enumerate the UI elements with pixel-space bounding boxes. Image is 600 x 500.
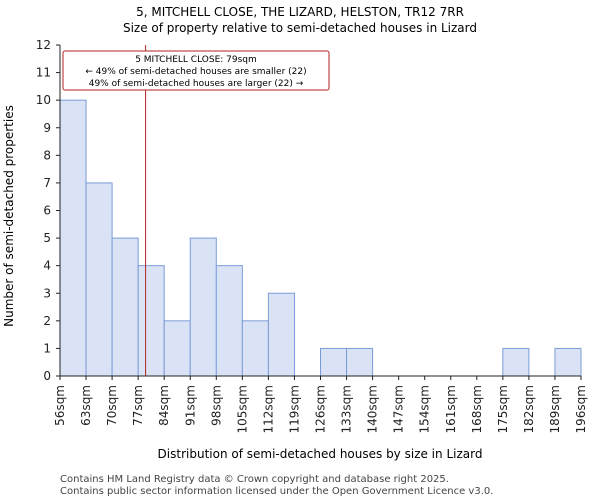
x-tick-label: 98sqm (209, 385, 223, 426)
annotation-line2: ← 49% of semi-detached houses are smalle… (85, 67, 306, 77)
annotation-line1: 5 MITCHELL CLOSE: 79sqm (135, 55, 257, 65)
bar (346, 347, 374, 377)
chart-title-line2: Size of property relative to semi-detach… (123, 21, 477, 35)
y-tick-label: 1 (43, 341, 51, 355)
chart-title-line1: 5, MITCHELL CLOSE, THE LIZARD, HELSTON, … (136, 5, 464, 19)
x-tick-label: 77sqm (131, 385, 145, 426)
x-tick-label: 168sqm (470, 385, 484, 433)
bar (241, 320, 269, 377)
x-tick-label: 84sqm (157, 385, 171, 426)
y-tick-label: 10 (36, 93, 51, 107)
y-tick-label: 12 (36, 38, 51, 52)
x-tick-label: 133sqm (340, 385, 354, 433)
x-tick-label: 175sqm (496, 385, 510, 433)
bar (85, 182, 113, 377)
footer-line1: Contains HM Land Registry data © Crown c… (60, 474, 449, 485)
x-tick-label: 126sqm (314, 385, 328, 433)
y-tick-label: 5 (43, 231, 51, 245)
y-tick-label: 7 (43, 176, 51, 190)
bar (163, 320, 191, 377)
annotation-box: 5 MITCHELL CLOSE: 79sqm ← 49% of semi-de… (62, 50, 330, 91)
bars-group (59, 99, 582, 377)
x-tick-label: 147sqm (392, 385, 406, 433)
y-axis-label: Number of semi-detached properties (2, 105, 16, 327)
x-tick-label: 119sqm (287, 385, 301, 433)
x-tick-label: 182sqm (522, 385, 536, 433)
bar (502, 347, 530, 377)
footer-line2: Contains public sector information licen… (60, 486, 493, 497)
y-tick-label: 2 (43, 314, 51, 328)
bar (59, 99, 87, 377)
annotation-line3: 49% of semi-detached houses are larger (… (89, 79, 304, 89)
x-tick-label: 112sqm (261, 385, 275, 433)
x-tick-label: 56sqm (53, 385, 67, 426)
bar (554, 347, 582, 377)
bar (137, 265, 165, 377)
y-tick-label: 0 (43, 369, 51, 383)
x-tick-label: 91sqm (183, 385, 197, 426)
y-tick-label: 11 (36, 66, 51, 80)
bar (189, 237, 217, 377)
y-tick-label: 3 (43, 286, 51, 300)
x-tick-label: 161sqm (444, 385, 458, 433)
bar (267, 292, 295, 377)
y-tick-label: 8 (43, 148, 51, 162)
bar (320, 347, 348, 377)
bar (111, 237, 139, 377)
x-tick-label: 189sqm (548, 385, 562, 433)
x-tick-label: 140sqm (366, 385, 380, 433)
x-tick-label: 63sqm (79, 385, 93, 426)
x-tick-label: 70sqm (105, 385, 119, 426)
y-tick-label: 4 (43, 259, 51, 273)
bar (215, 265, 243, 377)
x-axis-label: Distribution of semi-detached houses by … (158, 447, 483, 461)
x-tick-label: 154sqm (418, 385, 432, 433)
x-axis: 56sqm 63sqm 70sqm 77sqm 84sqm 91sqm 98sqm 105sq… (53, 376, 588, 433)
y-tick-label: 9 (43, 121, 51, 135)
x-tick-label: 196sqm (574, 385, 588, 433)
x-tick-label: 105sqm (235, 385, 249, 433)
y-tick-label: 6 (43, 204, 51, 218)
